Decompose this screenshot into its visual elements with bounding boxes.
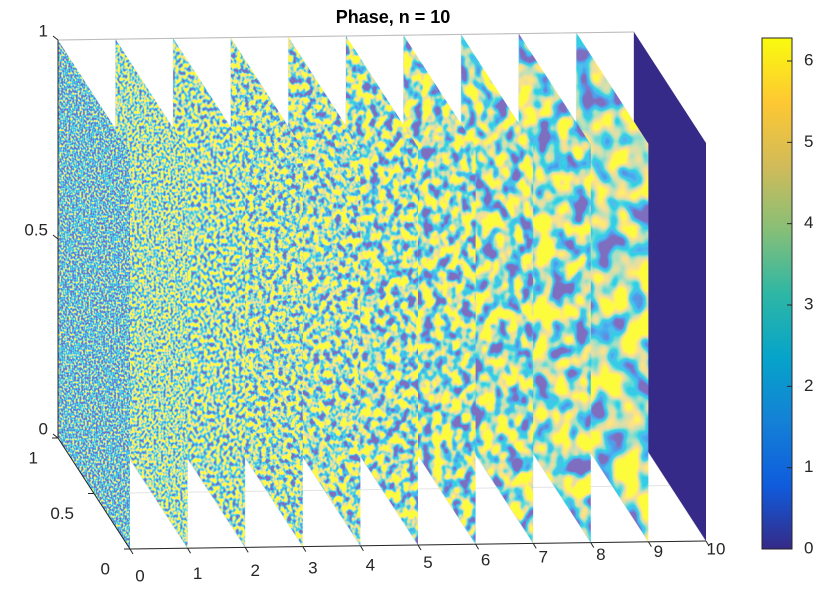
slice xyxy=(461,34,534,544)
chart-title: Phase, n = 10 xyxy=(336,7,451,27)
x-tick xyxy=(705,540,710,547)
y-tick-label: 0 xyxy=(101,559,110,578)
slice xyxy=(230,37,303,547)
slice xyxy=(288,36,361,546)
z-tick-label: 1 xyxy=(39,21,48,40)
x-tick xyxy=(417,544,422,551)
x-tick-label: 9 xyxy=(654,542,663,561)
x-tick-label: 2 xyxy=(250,561,259,580)
z-tick-label: 0 xyxy=(39,419,48,438)
x-tick xyxy=(532,543,537,549)
z-tick-label: 0.5 xyxy=(24,220,48,239)
x-tick xyxy=(187,547,192,554)
x-tick-label: 0 xyxy=(135,566,144,585)
slice xyxy=(634,32,706,541)
colorbar-tick-label: 5 xyxy=(804,132,813,151)
x-tick-label: 10 xyxy=(707,539,726,558)
x-tick xyxy=(359,545,364,552)
colorbar-tick-label: 6 xyxy=(804,51,813,70)
colorbar xyxy=(761,37,793,550)
y-tick-label: 1 xyxy=(29,448,38,467)
x-tick xyxy=(129,548,134,555)
x-tick-label: 4 xyxy=(366,556,375,575)
slice xyxy=(173,38,246,548)
x-tick xyxy=(590,542,595,548)
colorbar-tick-label: 3 xyxy=(804,294,813,313)
x-tick-label: 6 xyxy=(481,550,490,569)
colorbar-tick-label: 0 xyxy=(804,538,813,557)
x-tick-label: 1 xyxy=(193,564,202,583)
x-tick xyxy=(244,547,249,553)
slice xyxy=(58,40,130,549)
x-tick-label: 7 xyxy=(538,548,547,567)
slice xyxy=(346,36,418,545)
colorbar-tick-label: 2 xyxy=(804,376,813,395)
x-tick xyxy=(647,541,652,548)
x-tick xyxy=(475,543,480,550)
slice xyxy=(576,32,649,542)
colorbar-tick-label: 1 xyxy=(804,457,813,476)
z-tick xyxy=(52,35,59,41)
y-tick-label: 0.5 xyxy=(50,504,74,523)
x-tick-label: 3 xyxy=(308,558,317,577)
colorbar-tick-label: 4 xyxy=(804,213,813,232)
x-tick-label: 8 xyxy=(596,545,605,564)
slice xyxy=(115,39,188,549)
z-tick xyxy=(52,234,59,240)
slice xyxy=(403,35,476,545)
slice xyxy=(518,33,591,543)
x-tick xyxy=(302,546,307,552)
x-tick-label: 5 xyxy=(423,553,432,572)
z-tick xyxy=(52,433,59,439)
